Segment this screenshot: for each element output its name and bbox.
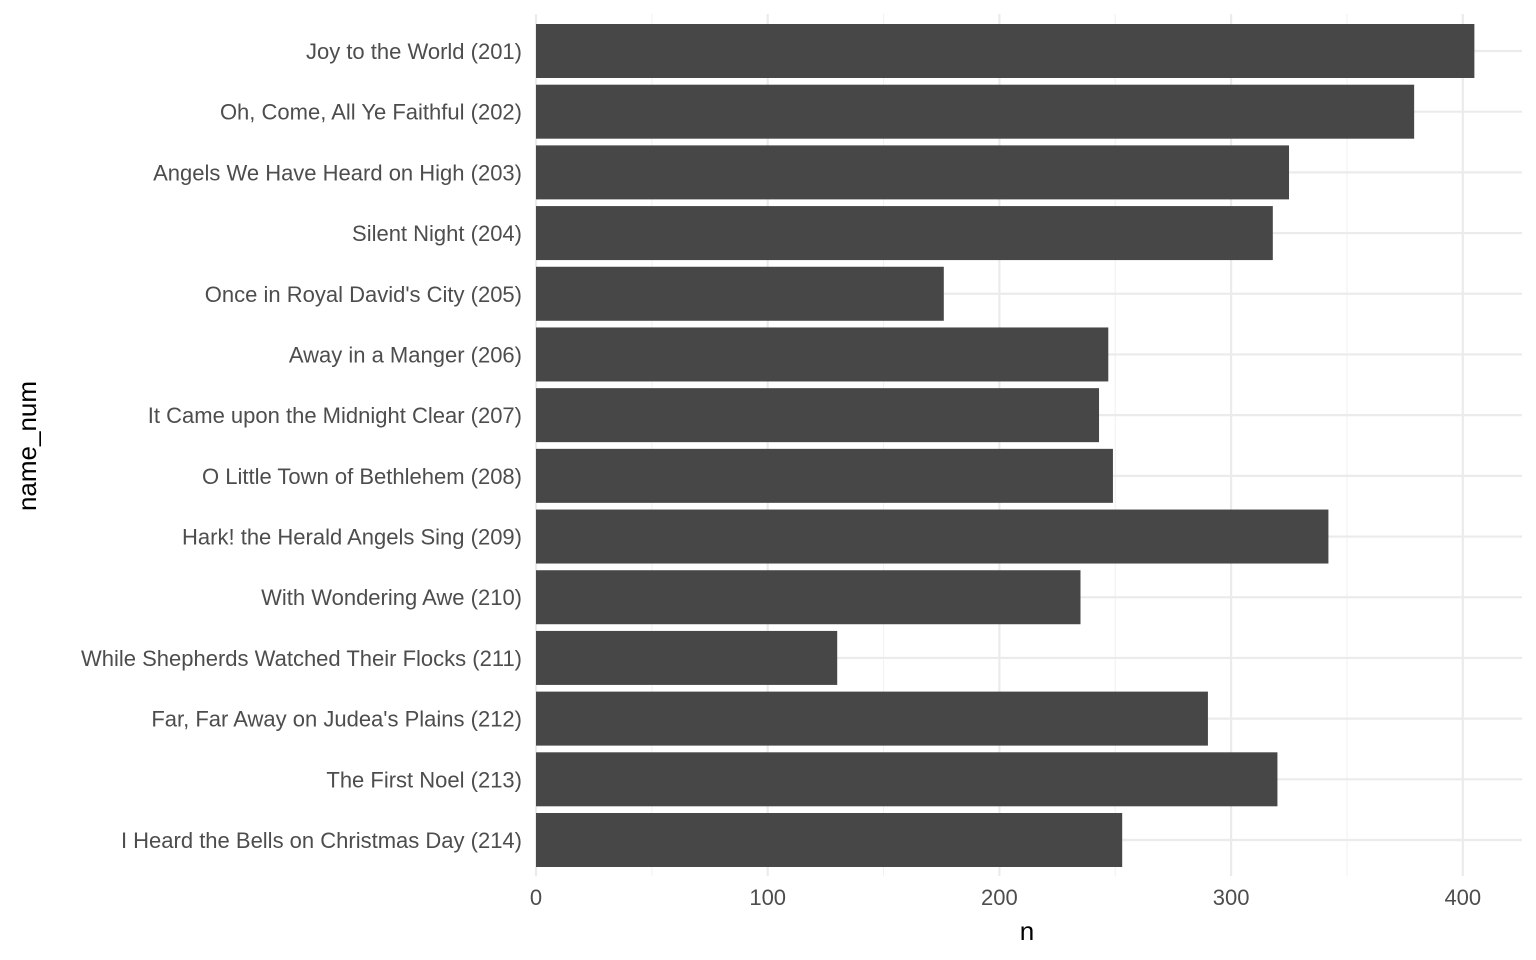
- y-tick-label: Oh, Come, All Ye Faithful (202): [220, 100, 522, 125]
- bar: [536, 24, 1475, 78]
- bar: [536, 84, 1415, 139]
- grid-lines: [534, 14, 1522, 876]
- bar: [536, 266, 944, 321]
- x-axis-title: n: [1020, 916, 1034, 946]
- y-tick-label: Silent Night (204): [352, 221, 522, 246]
- bars: [536, 24, 1475, 867]
- y-tick-label: Once in Royal David's City (205): [205, 282, 522, 307]
- bar: [536, 388, 1100, 443]
- y-tick-label: With Wondering Awe (210): [261, 585, 522, 610]
- bar: [536, 327, 1109, 382]
- x-tick-label: 0: [530, 885, 542, 910]
- y-axis-title: name_num: [12, 381, 42, 511]
- y-tick-label: Far, Far Away on Judea's Plains (212): [151, 707, 522, 732]
- bar: [536, 145, 1290, 200]
- y-tick-label: I Heard the Bells on Christmas Day (214): [121, 828, 522, 853]
- y-tick-labels: Joy to the World (201) Oh, Come, All Ye F…: [81, 39, 522, 853]
- y-tick-label: Away in a Manger (206): [289, 342, 522, 367]
- bar: [536, 570, 1081, 625]
- x-tick-labels: 0 100 200 300 400: [530, 885, 1481, 910]
- y-tick-label: While Shepherds Watched Their Flocks (21…: [81, 646, 522, 671]
- y-tick-label: Angels We Have Heard on High (203): [153, 160, 522, 185]
- x-tick-label: 200: [981, 885, 1018, 910]
- bar: [536, 691, 1208, 746]
- x-tick-label: 100: [749, 885, 786, 910]
- bar: [536, 813, 1123, 867]
- y-tick-label: It Came upon the Midnight Clear (207): [148, 403, 522, 428]
- y-tick-label: Joy to the World (201): [306, 39, 522, 64]
- y-tick-label: The First Noel (213): [326, 767, 522, 792]
- bar: [536, 206, 1273, 261]
- bar: [536, 448, 1113, 503]
- bar: [536, 630, 838, 685]
- bar: [536, 752, 1278, 807]
- x-tick-label: 300: [1213, 885, 1250, 910]
- y-tick-label: O Little Town of Bethlehem (208): [202, 464, 522, 489]
- y-tick-label: Hark! the Herald Angels Sing (209): [182, 525, 522, 550]
- bar: [536, 509, 1329, 564]
- x-tick-label: 400: [1444, 885, 1481, 910]
